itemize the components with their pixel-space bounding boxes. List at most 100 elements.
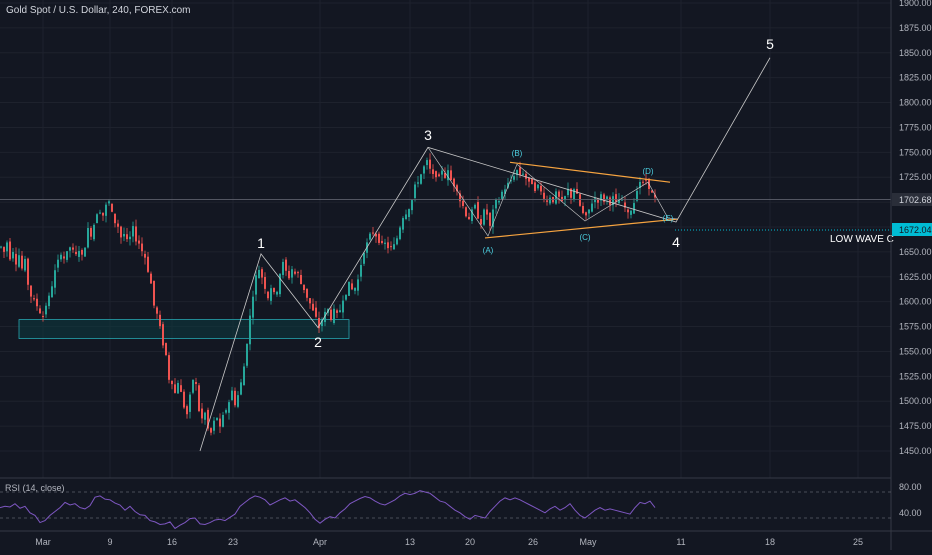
- candle-body: [267, 291, 269, 299]
- time-tick: May: [579, 537, 597, 547]
- candle-body: [285, 259, 287, 271]
- candle-body: [621, 199, 623, 201]
- price-tick: 1800.00: [899, 98, 932, 108]
- candle-body: [336, 310, 338, 313]
- candle-body: [228, 402, 230, 413]
- candle-body: [153, 280, 155, 306]
- candle-body: [582, 205, 584, 214]
- candle-body: [375, 233, 377, 237]
- candle-body: [324, 311, 326, 323]
- time-axis: Mar 9 16 23 Apr 13 20 26 May 11 18 25: [35, 537, 863, 547]
- time-tick: 9: [107, 537, 112, 547]
- candle-body: [495, 199, 497, 209]
- grid: [0, 0, 891, 478]
- candle-body: [231, 390, 233, 401]
- candle-body: [591, 203, 593, 212]
- price-tick: 1725.00: [899, 172, 932, 182]
- candle-body: [546, 200, 548, 202]
- candles: [0, 153, 656, 436]
- candle-body: [393, 244, 395, 250]
- candle-body: [177, 382, 179, 394]
- candle-body: [345, 294, 347, 300]
- wave-label-5: 5: [766, 36, 774, 52]
- candle-body: [537, 184, 539, 189]
- candle-body: [249, 315, 251, 345]
- candle-body: [27, 258, 29, 285]
- candle-body: [159, 314, 161, 327]
- candle-body: [618, 200, 620, 204]
- candle-body: [444, 172, 446, 178]
- candle-body: [435, 171, 437, 178]
- candle-body: [111, 203, 113, 212]
- candle-body: [57, 259, 59, 268]
- candle-body: [411, 200, 413, 211]
- candle-body: [603, 194, 605, 202]
- candle-body: [438, 174, 440, 177]
- price-tick: 1825.00: [899, 73, 932, 83]
- candle-body: [573, 189, 575, 200]
- candle-body: [627, 209, 629, 213]
- candle-body: [81, 250, 83, 255]
- time-tick: 11: [676, 537, 685, 547]
- candle-body: [456, 185, 458, 192]
- candle-body: [465, 207, 467, 217]
- time-tick: 13: [405, 537, 415, 547]
- candle-body: [264, 276, 266, 289]
- candle-body: [303, 284, 305, 291]
- candle-body: [498, 201, 500, 203]
- candle-body: [9, 241, 11, 260]
- candle-body: [642, 181, 644, 183]
- candle-body: [441, 170, 443, 175]
- triangle-label-a: (A): [483, 246, 494, 255]
- candle-body: [357, 279, 359, 291]
- candle-body: [258, 269, 260, 279]
- candle-body: [354, 287, 356, 291]
- candle-body: [93, 224, 95, 240]
- rsi-tick-40: 40.00: [899, 508, 922, 518]
- candle-body: [372, 232, 374, 234]
- wave-label-4: 4: [672, 234, 680, 250]
- rsi-tick-80: 80.00: [899, 482, 922, 492]
- candle-body: [24, 258, 26, 271]
- candle-body: [402, 218, 404, 230]
- candle-body: [426, 160, 428, 166]
- candle-body: [636, 190, 638, 201]
- price-tag-bg-1672: [892, 223, 932, 236]
- candle-body: [240, 382, 242, 395]
- candle-body: [615, 194, 617, 202]
- candle-body: [564, 196, 566, 200]
- candle-body: [360, 265, 362, 277]
- candle-body: [294, 271, 296, 274]
- candle-body: [447, 170, 449, 181]
- price-tick: 1525.00: [899, 371, 932, 381]
- candle-body: [54, 270, 56, 288]
- support-zone: [18, 319, 350, 339]
- candle-body: [342, 300, 344, 313]
- candle-body: [387, 242, 389, 249]
- candle-body: [279, 273, 281, 295]
- candle-body: [300, 275, 302, 285]
- candle-body: [459, 193, 461, 202]
- candle-body: [339, 310, 341, 313]
- time-tick: 25: [853, 537, 863, 547]
- candle-body: [138, 240, 140, 244]
- candle-body: [219, 418, 221, 427]
- time-tick: 20: [465, 537, 475, 547]
- candle-body: [87, 228, 89, 248]
- candle-body: [90, 228, 92, 237]
- candle-body: [543, 192, 545, 199]
- wave-label-3: 3: [424, 127, 432, 143]
- triangle-label-d: (D): [642, 167, 653, 176]
- candle-body: [120, 226, 122, 238]
- time-tick: 18: [765, 537, 775, 547]
- candle-body: [243, 366, 245, 386]
- triangle-lower-line: [484, 218, 679, 239]
- candle-body: [102, 212, 104, 216]
- candle-body: [417, 182, 419, 184]
- candle-body: [192, 379, 194, 393]
- candle-body: [291, 269, 293, 278]
- candle-body: [384, 242, 386, 244]
- candle-body: [639, 181, 641, 189]
